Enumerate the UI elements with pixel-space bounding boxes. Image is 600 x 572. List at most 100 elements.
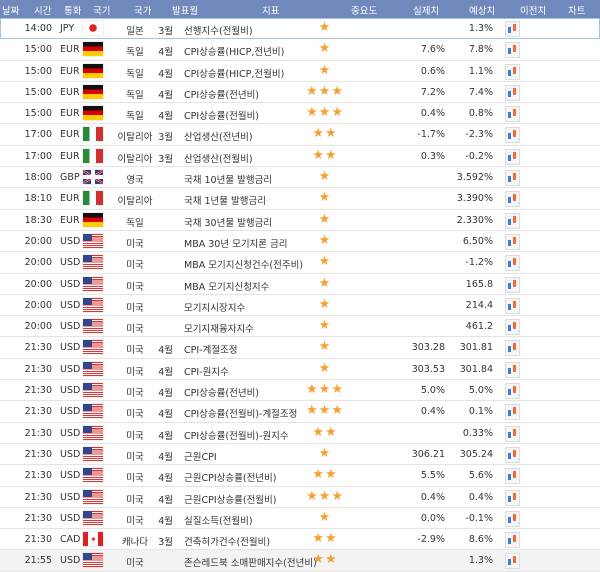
table-row[interactable]: 20:00 USD 미국 모기지시장지수 ★ 214.4 — [0, 295, 600, 317]
chart-icon[interactable] — [505, 468, 520, 485]
release-month: 3월 — [158, 132, 173, 144]
country: 미국 — [126, 366, 144, 378]
indicator-name[interactable]: 국채 10년물 발행금리 — [184, 175, 273, 187]
header-11: 차트 — [568, 6, 586, 17]
table-row[interactable]: 18:30 EUR 독일 국채 30년물 발행금리 ★ 2.330% — [0, 210, 600, 231]
indicator-name[interactable]: 근원CPI — [184, 451, 217, 463]
indicator-name[interactable]: MBA 모기지신청지수 — [184, 281, 270, 293]
chart-icon[interactable] — [505, 532, 520, 549]
indicator-name[interactable]: CPI-계절조정 — [184, 345, 238, 357]
time: 21:30 — [24, 512, 52, 524]
chart-icon[interactable] — [505, 84, 520, 101]
chart-icon[interactable] — [505, 42, 520, 59]
chart-icon[interactable] — [505, 170, 520, 187]
indicator-name[interactable]: 실질소득(전월비) — [184, 515, 253, 527]
currency: EUR — [60, 150, 80, 162]
indicator-name[interactable]: 산업생산(전월비) — [184, 153, 253, 165]
indicator-name[interactable]: 건축허가건수(전월비) — [184, 537, 271, 549]
indicator-name[interactable]: 모기지재융자지수 — [184, 324, 254, 336]
table-row[interactable]: 20:00 USD 미국 모기지재융자지수 ★ 461.2 — [0, 316, 600, 338]
country: 미국 — [126, 238, 144, 250]
table-row[interactable]: 20:00 USD 미국 MBA 30년 모기지론 금리 ★ 6.50% — [0, 231, 600, 253]
table-row[interactable]: 21:30 USD 미국 4월 CPI-계절조정 ★ 303.28 301.81 — [0, 337, 600, 359]
chart-icon[interactable] — [505, 404, 520, 421]
chart-icon[interactable] — [505, 106, 520, 123]
table-row[interactable]: 18:00 GBP 영국 국채 10년물 발행금리 ★ 3.592% — [0, 167, 600, 189]
indicator-name[interactable]: CPI상승률(전년비) — [184, 388, 260, 400]
chart-icon[interactable] — [505, 553, 520, 570]
indicator-name[interactable]: CPI상승률(전년비) — [184, 89, 260, 101]
forecast-value: 306.21 — [411, 448, 445, 460]
indicator-name[interactable]: CPI상승률(HICP,전년비) — [184, 47, 285, 59]
chart-icon[interactable] — [505, 510, 520, 527]
table-row[interactable]: 21:30 USD 미국 4월 근원CPI상승률(전월비) ★★★ 0.4% 0… — [0, 487, 600, 508]
indicator-name[interactable]: 산업생산(전년비) — [184, 132, 253, 144]
chart-icon[interactable] — [505, 21, 520, 37]
table-row[interactable]: 14:00 JPY 일본 3월 선행지수(전월비) ★ 1.3% — [0, 18, 600, 40]
indicator-name[interactable]: CPI상승률(전월비)-계절조정 — [184, 409, 298, 421]
header-6: 지표 — [262, 6, 280, 17]
chart-icon[interactable] — [505, 63, 520, 80]
header-0: 날짜 — [2, 6, 20, 17]
forecast-value: -1.7% — [417, 129, 445, 141]
table-row[interactable]: 21:30 USD 미국 4월 CPI상승률(전월비)-원지수 ★★ 0.33% — [0, 423, 600, 444]
table-row[interactable]: 15:00 EUR 독일 4월 CPI상승률(전월비) ★★★ 0.4% 0.8… — [0, 103, 600, 125]
flag-de-icon — [83, 63, 103, 78]
table-row[interactable]: 17:00 EUR 이탈리아 3월 산업생산(전년비) ★★ -1.7% -2.… — [0, 124, 600, 146]
indicator-name[interactable]: 모기지시장지수 — [184, 302, 246, 314]
table-row[interactable]: 15:00 EUR 독일 4월 CPI상승률(전년비) ★★★ 7.2% 7.4… — [0, 82, 600, 104]
indicator-name[interactable]: CPI상승률(전월비) — [184, 111, 260, 123]
table-row[interactable]: 21:30 USD 미국 4월 근원CPI ★ 306.21 305.24 — [0, 444, 600, 466]
importance-stars: ★ — [318, 62, 332, 78]
indicator-name[interactable]: CPI상승률(전월비)-원지수 — [184, 430, 289, 442]
table-row[interactable]: 21:30 USD 미국 4월 CPI-원지수 ★ 303.53 301.84 — [0, 359, 600, 381]
importance-stars: ★ — [318, 41, 332, 57]
forecast-value: -2.9% — [417, 534, 445, 546]
chart-icon[interactable] — [505, 255, 520, 272]
country: 미국 — [126, 451, 144, 463]
previous-value: 1.3% — [468, 555, 493, 567]
chart-icon[interactable] — [505, 425, 520, 442]
previous-value: 7.4% — [468, 86, 493, 98]
table-row[interactable]: 20:00 USD 미국 MBA 모기지신청지수 ★ 165.8 — [0, 274, 600, 295]
indicator-name[interactable]: CPI-원지수 — [184, 366, 229, 378]
indicator-name[interactable]: 근원CPI상승률(전년비) — [184, 473, 277, 485]
indicator-name[interactable]: MBA 30년 모기지론 금리 — [184, 238, 288, 250]
chart-icon[interactable] — [505, 191, 520, 208]
forecast-value: 7.2% — [420, 86, 445, 98]
flag-de-icon — [83, 42, 103, 57]
chart-icon[interactable] — [505, 383, 520, 400]
chart-icon[interactable] — [505, 340, 520, 357]
chart-icon[interactable] — [505, 148, 520, 165]
table-row[interactable]: 21:30 USD 미국 4월 CPI상승률(전년비) ★★★ 5.0% 5.0… — [0, 380, 600, 402]
indicator-name[interactable]: 근원CPI상승률(전월비) — [184, 494, 277, 506]
table-row[interactable]: 21:30 USD 미국 4월 실질소득(전월비) ★ 0.0% -0.1% — [0, 508, 600, 530]
indicator-name[interactable]: 선행지수(전월비) — [184, 26, 253, 37]
chart-icon[interactable] — [505, 127, 520, 144]
table-row[interactable]: 20:00 USD 미국 MBA 모기지신청건수(전주비) ★ -1.2% — [0, 252, 600, 274]
chart-icon[interactable] — [505, 446, 520, 463]
table-row[interactable]: 15:00 EUR 독일 4월 CPI상승률(HICP,전년비) ★ 7.6% … — [0, 39, 600, 61]
table-row[interactable]: 18:10 EUR 이탈리아 국채 1년물 발행금리 ★ 3.390% — [0, 188, 600, 210]
indicator-name[interactable]: 존슨레드북 소매판매지수(전년비) — [184, 558, 317, 570]
table-row[interactable]: 15:00 EUR 독일 4월 CPI상승률(HICP,전월비) ★ 0.6% … — [0, 61, 600, 82]
previous-value: 5.6% — [468, 470, 493, 482]
chart-icon[interactable] — [505, 276, 520, 293]
indicator-name[interactable]: MBA 모기지신청건수(전주비) — [184, 260, 304, 272]
forecast-value: 0.6% — [420, 65, 445, 77]
chart-icon[interactable] — [505, 212, 520, 229]
chart-icon[interactable] — [505, 489, 520, 506]
chart-icon[interactable] — [505, 361, 520, 378]
table-row[interactable]: 21:30 CAD ✦ 캐나다 3월 건축허가건수(전월비) ★★ -2.9% … — [0, 529, 600, 551]
table-row[interactable]: 21:30 USD 미국 4월 근원CPI상승률(전년비) ★★ 5.5% 5.… — [0, 465, 600, 487]
indicator-name[interactable]: CPI상승률(HICP,전월비) — [184, 68, 285, 80]
chart-icon[interactable] — [505, 319, 520, 336]
indicator-name[interactable]: 국채 30년물 발행금리 — [184, 217, 273, 229]
chart-icon[interactable] — [505, 297, 520, 314]
table-row[interactable]: 21:30 USD 미국 4월 CPI상승률(전월비)-계절조정 ★★★ 0.4… — [0, 401, 600, 423]
indicator-name[interactable]: 국채 1년물 발행금리 — [184, 196, 267, 208]
chart-icon[interactable] — [505, 233, 520, 250]
table-row[interactable]: 17:00 EUR 이탈리아 3월 산업생산(전월비) ★★ 0.3% -0.2… — [0, 146, 600, 168]
table-row[interactable]: 21:55 USD 미국 존슨레드북 소매판매지수(전년비) ★★ 1.3% — [0, 550, 600, 572]
header-3: 국기 — [93, 6, 111, 17]
